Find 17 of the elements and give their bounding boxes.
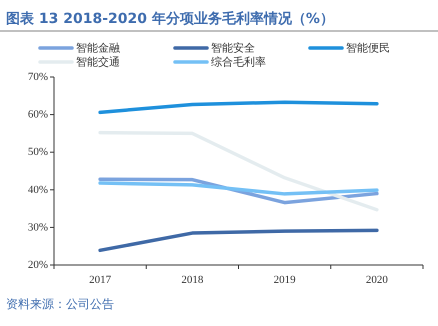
legend-label: 智能安全 <box>211 42 255 54</box>
y-tick-label: 50% <box>28 146 48 158</box>
x-tick-label: 2018 <box>181 274 204 286</box>
y-tick-label: 40% <box>28 184 48 196</box>
x-tick-label: 2017 <box>89 274 112 286</box>
y-tick-label: 70% <box>28 71 48 83</box>
annotation: 资料来源：公司公告 <box>6 297 114 311</box>
x-tick-label: 2020 <box>366 274 388 286</box>
title: 图表 13 2018-2020 年分项业务毛利率情况（%） <box>6 11 334 27</box>
legend-label: 智能金融 <box>76 42 120 54</box>
legend-label: 综合毛利率 <box>211 56 266 68</box>
y-tick-label: 60% <box>28 108 48 121</box>
legend-label: 智能便民 <box>346 42 390 54</box>
x-tick-label: 2019 <box>274 274 296 286</box>
y-tick-label: 20% <box>28 259 48 271</box>
legend-label: 智能交通 <box>76 56 120 68</box>
y-tick-label: 30% <box>28 221 48 234</box>
